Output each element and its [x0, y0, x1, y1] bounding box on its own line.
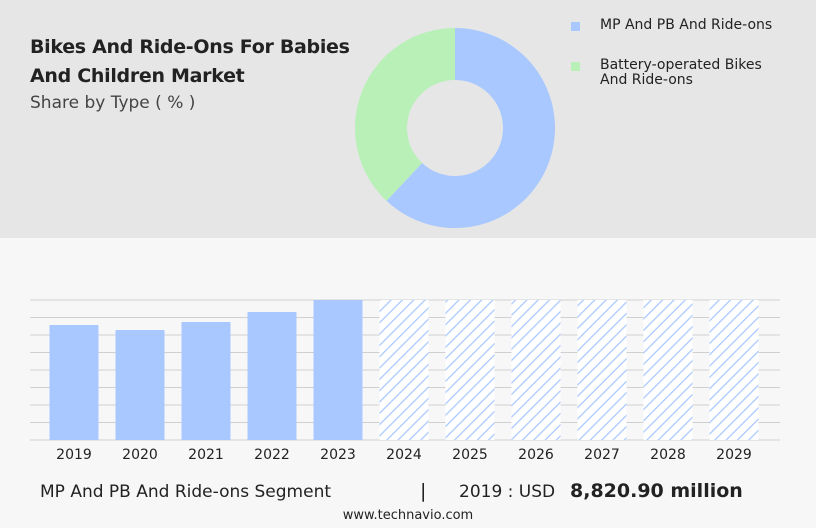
forecast-bar: [577, 300, 627, 440]
x-tick-label: 2027: [584, 447, 620, 463]
bar: [115, 330, 165, 440]
x-tick-label: 2026: [518, 447, 554, 463]
year-label: 2019 : USD: [459, 482, 556, 502]
x-tick-label: 2019: [56, 447, 92, 463]
legend-swatch: [571, 62, 580, 71]
forecast-bar: [379, 300, 429, 440]
x-tick-label: 2022: [254, 447, 290, 463]
donut-slice: [386, 28, 555, 228]
forecast-bar: [709, 300, 759, 440]
forecast-bar: [511, 300, 561, 440]
x-tick-label: 2020: [122, 447, 158, 463]
bar: [49, 325, 99, 440]
donut-slice: [355, 27, 455, 201]
x-tick-label: 2024: [386, 447, 422, 463]
segment-value: 8,820.90 million: [570, 480, 743, 502]
subtitle: Share by Type ( % ): [30, 93, 196, 113]
bar: [313, 300, 363, 440]
title: Bikes And Ride-Ons For Babies And Childr…: [30, 36, 350, 87]
legend-label: MP And PB And Ride-ons: [600, 17, 773, 33]
x-tick-label: 2021: [188, 447, 224, 463]
separator: |: [420, 480, 427, 502]
website: www.technavio.com: [342, 508, 474, 523]
x-tick-label: 2028: [650, 447, 686, 463]
forecast-bar: [445, 300, 495, 440]
segment-label: MP And PB And Ride-ons Segment: [40, 482, 332, 502]
x-tick-label: 2025: [452, 447, 488, 463]
forecast-bar: [643, 300, 693, 440]
legend-swatch: [571, 22, 580, 31]
x-tick-label: 2029: [716, 447, 752, 463]
legend-label: Battery-operated Bikes And Ride-ons: [600, 57, 762, 88]
x-tick-label: 2023: [320, 447, 356, 463]
bar: [181, 322, 231, 440]
bar: [247, 312, 297, 440]
